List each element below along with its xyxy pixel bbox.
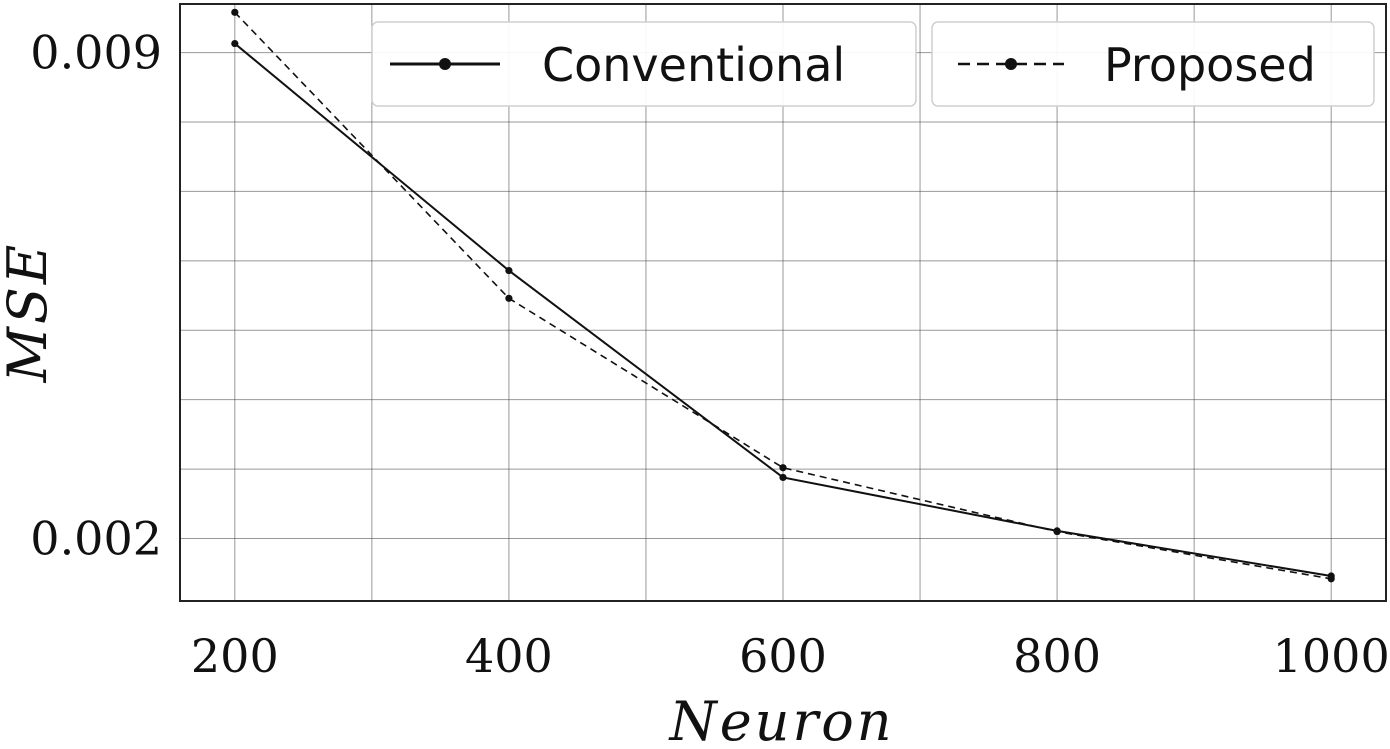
data-point-conventional	[779, 473, 787, 482]
data-point-conventional	[505, 266, 513, 275]
data-point-proposed	[231, 8, 239, 16]
y-tick-label: 0.009	[30, 26, 162, 80]
data-point-conventional	[231, 39, 239, 48]
y-tick-label: 0.002	[30, 512, 162, 566]
legend: Conventional Proposed	[371, 21, 1375, 107]
data-point-proposed	[505, 294, 513, 302]
series-line-proposed	[234, 11, 1332, 580]
data-point-proposed	[1327, 575, 1335, 583]
legend-marker-conventional	[439, 58, 451, 70]
legend-label-proposed: Proposed	[1104, 38, 1316, 92]
series-layer	[231, 8, 1335, 583]
legend-box-proposed	[931, 21, 1375, 107]
y-axis-title: MSE	[0, 242, 59, 384]
data-point-proposed	[779, 464, 787, 472]
x-tick-label: 600	[739, 629, 827, 683]
tick-labels: 200 400 600 800 1000 0.002 0.009	[30, 26, 1389, 683]
x-axis-title: Neuron	[667, 690, 894, 749]
x-tick-label: 800	[1013, 629, 1101, 683]
x-tick-label: 1000	[1273, 629, 1390, 683]
data-point-proposed	[1053, 527, 1061, 536]
x-tick-label: 400	[465, 629, 553, 683]
legend-label-conventional: Conventional	[542, 38, 845, 92]
legend-marker-proposed	[1005, 58, 1017, 70]
x-tick-label: 200	[191, 629, 279, 683]
plot-frame	[179, 3, 1387, 602]
legend-box-conventional	[371, 21, 917, 107]
